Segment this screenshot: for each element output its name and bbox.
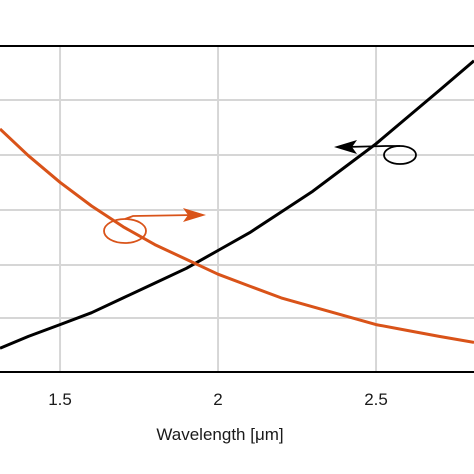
black-series-arrowhead	[334, 140, 357, 154]
black-series-line	[0, 59, 474, 350]
orange-series-arrowhead	[183, 208, 206, 222]
x-tick-labels: 1.5 2 2.5	[48, 390, 388, 409]
annotations	[103, 140, 417, 244]
x-tick-label: 2	[213, 390, 222, 409]
orange-series-ellipse	[103, 218, 147, 244]
orange-series-line	[0, 127, 474, 344]
x-axis-label: Wavelength [μm]	[156, 425, 283, 444]
x-tick-label: 1.5	[48, 390, 72, 409]
plot-frame	[0, 45, 474, 373]
black-series-arrow	[344, 145, 400, 148]
series-group	[0, 59, 474, 350]
orange-series-arrow	[124, 214, 196, 220]
grid	[0, 46, 474, 372]
x-tick-label: 2.5	[364, 390, 388, 409]
